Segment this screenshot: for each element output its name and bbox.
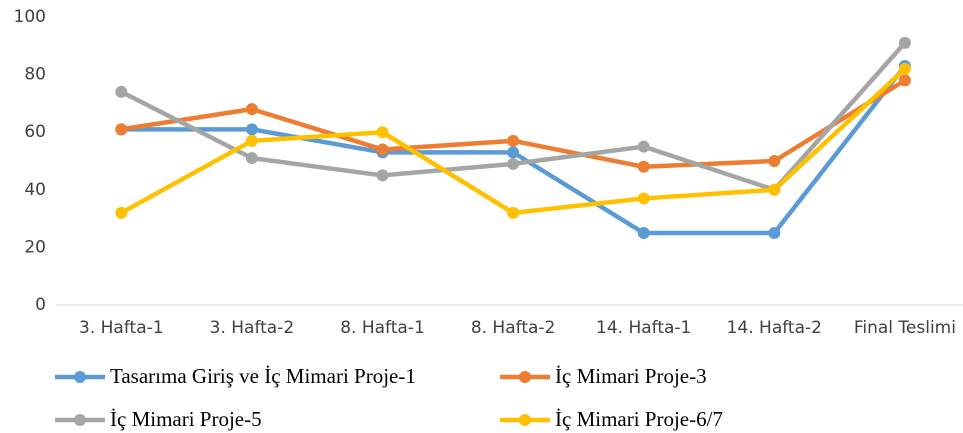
point xyxy=(245,134,258,147)
point xyxy=(768,227,781,239)
y-tick-label: 60 xyxy=(24,122,46,142)
point xyxy=(898,36,911,49)
y-tick-label: 40 xyxy=(24,180,46,200)
point xyxy=(115,85,128,98)
point xyxy=(376,143,389,156)
point xyxy=(245,123,258,136)
legend-label: İç Mimari Proje-5 xyxy=(110,407,262,431)
x-tick-label: 14. Hafta-1 xyxy=(596,318,691,338)
point xyxy=(637,140,650,153)
point xyxy=(376,126,389,139)
point xyxy=(898,74,911,87)
legend-label: İç Mimari Proje-6/7 xyxy=(555,407,723,431)
point xyxy=(637,192,650,205)
x-tick-label: 3. Hafta-1 xyxy=(79,318,164,338)
legend-marker xyxy=(74,414,86,426)
point xyxy=(507,146,520,159)
legend-label: İç Mimari Proje-3 xyxy=(555,364,707,388)
point xyxy=(507,134,520,147)
point xyxy=(507,206,520,219)
point xyxy=(376,169,389,182)
point xyxy=(245,103,258,116)
legend-marker xyxy=(74,371,86,383)
y-tick-label: 100 xyxy=(14,7,46,27)
point xyxy=(115,206,128,219)
y-tick-label: 0 xyxy=(35,295,46,315)
legend-marker xyxy=(519,414,531,426)
x-tick-label: 8. Hafta-2 xyxy=(471,318,556,338)
x-tick-label: 14. Hafta-2 xyxy=(727,318,822,338)
legend-label: Tasarıma Giriş ve İç Mimari Proje-1 xyxy=(110,364,416,388)
legend-marker xyxy=(519,371,531,383)
point xyxy=(768,155,781,167)
x-tick-label: 8. Hafta-1 xyxy=(340,318,425,338)
point xyxy=(637,227,650,239)
point xyxy=(245,152,258,165)
point xyxy=(115,123,128,136)
y-tick-label: 20 xyxy=(24,237,46,257)
point xyxy=(898,62,911,75)
point xyxy=(637,160,650,173)
x-tick-label: Final Teslimi xyxy=(854,318,956,338)
point xyxy=(507,157,520,170)
x-tick-label: 3. Hafta-2 xyxy=(210,318,295,338)
y-tick-label: 80 xyxy=(24,65,46,85)
point xyxy=(768,183,781,196)
